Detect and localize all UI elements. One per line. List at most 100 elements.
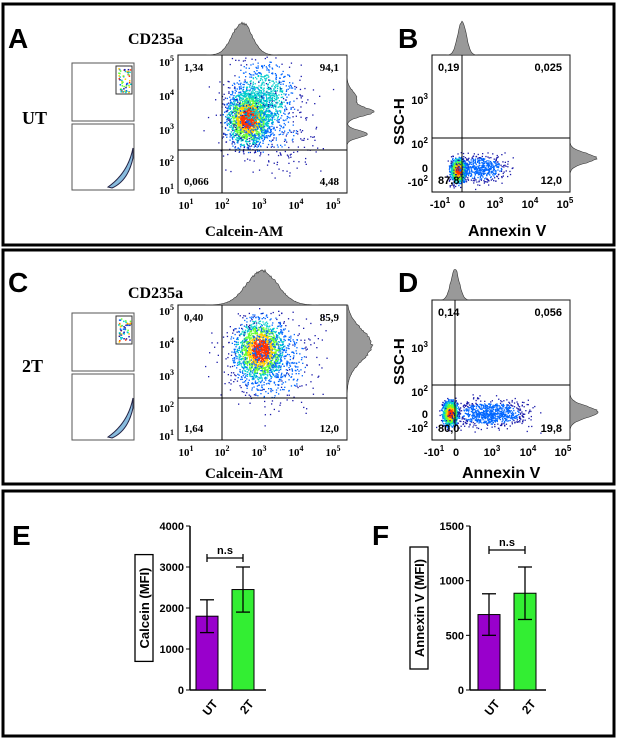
event-dot — [483, 165, 485, 167]
gate-dot — [128, 91, 130, 94]
event-dot — [254, 97, 256, 99]
event-dot — [300, 138, 302, 140]
event-dot — [495, 164, 497, 167]
event-dot — [252, 125, 254, 127]
event-dot — [203, 130, 205, 132]
event-dot — [237, 122, 239, 124]
event-dot — [240, 97, 242, 99]
event-dot — [244, 137, 247, 139]
event-dot — [292, 131, 294, 133]
gate-dot — [119, 76, 121, 78]
gate-dot — [122, 75, 125, 77]
event-dot — [233, 134, 235, 137]
event-dot — [477, 176, 479, 179]
event-dot — [249, 131, 251, 133]
event-dot — [242, 139, 244, 141]
event-dot — [489, 160, 492, 163]
event-dot — [235, 138, 237, 141]
event-dot — [252, 142, 254, 145]
event-dot — [474, 160, 476, 162]
event-dot — [266, 67, 268, 69]
event-dot — [223, 104, 226, 106]
event-dot — [482, 172, 484, 174]
event-dot — [266, 115, 269, 118]
event-dot — [512, 157, 514, 159]
event-dot — [244, 111, 246, 114]
event-dot — [449, 173, 451, 176]
event-dot — [301, 130, 304, 132]
event-dot — [482, 163, 485, 165]
event-dot — [241, 99, 243, 101]
event-dot — [466, 162, 468, 164]
event-dot — [266, 92, 268, 94]
event-dot — [278, 121, 280, 123]
event-dot — [484, 161, 486, 163]
event-dot — [259, 111, 262, 113]
event-dot — [253, 356, 255, 358]
event-dot — [259, 126, 262, 128]
event-dot — [260, 117, 262, 120]
event-dot — [266, 98, 268, 100]
event-dot — [470, 169, 473, 171]
event-dot — [268, 79, 270, 81]
event-dot — [244, 95, 246, 97]
event-dot — [268, 131, 270, 134]
event-dot — [257, 111, 259, 113]
event-dot — [243, 92, 245, 94]
event-dot — [252, 107, 254, 109]
event-dot — [280, 154, 282, 156]
event-dot — [257, 94, 259, 96]
event-dot — [244, 96, 246, 98]
event-dot — [246, 88, 248, 90]
event-dot — [288, 102, 291, 104]
event-dot — [268, 88, 270, 91]
event-dot — [279, 77, 281, 79]
event-dot — [494, 172, 496, 174]
event-dot — [261, 107, 264, 109]
event-dot — [474, 173, 477, 175]
event-dot — [232, 361, 235, 363]
event-dot — [272, 123, 274, 125]
event-dot — [286, 102, 289, 105]
event-dot — [487, 162, 489, 164]
event-dot — [245, 71, 247, 73]
event-dot — [484, 170, 486, 172]
event-dot — [243, 66, 245, 68]
event-dot — [228, 107, 230, 110]
event-dot — [251, 109, 253, 111]
event-dot — [277, 116, 279, 119]
event-dot — [281, 115, 283, 117]
event-dot — [230, 118, 233, 120]
event-dot — [256, 78, 258, 80]
event-dot — [225, 169, 227, 171]
event-dot — [246, 86, 248, 89]
event-dot — [259, 110, 261, 112]
event-dot — [487, 152, 489, 154]
event-dot — [232, 145, 234, 147]
event-dot — [249, 94, 252, 96]
event-dot — [255, 87, 257, 89]
event-dot — [233, 120, 235, 122]
event-dot — [272, 115, 275, 117]
event-dot — [488, 160, 490, 162]
event-dot — [483, 171, 485, 173]
event-dot — [268, 120, 270, 123]
event-dot — [245, 114, 247, 116]
event-dot — [266, 100, 268, 102]
event-dot — [262, 120, 264, 122]
event-dot — [463, 181, 466, 184]
event-dot — [263, 123, 265, 125]
event-dot — [249, 151, 251, 154]
event-dot — [234, 87, 236, 89]
event-dot — [481, 173, 483, 175]
event-dot — [449, 185, 451, 187]
event-dot — [274, 177, 276, 179]
event-dot — [238, 117, 240, 119]
event-dot — [490, 163, 492, 165]
event-dot — [225, 141, 227, 143]
event-dot — [284, 108, 286, 111]
event-dot — [240, 128, 242, 130]
event-dot — [312, 136, 314, 138]
event-dot — [460, 162, 462, 164]
